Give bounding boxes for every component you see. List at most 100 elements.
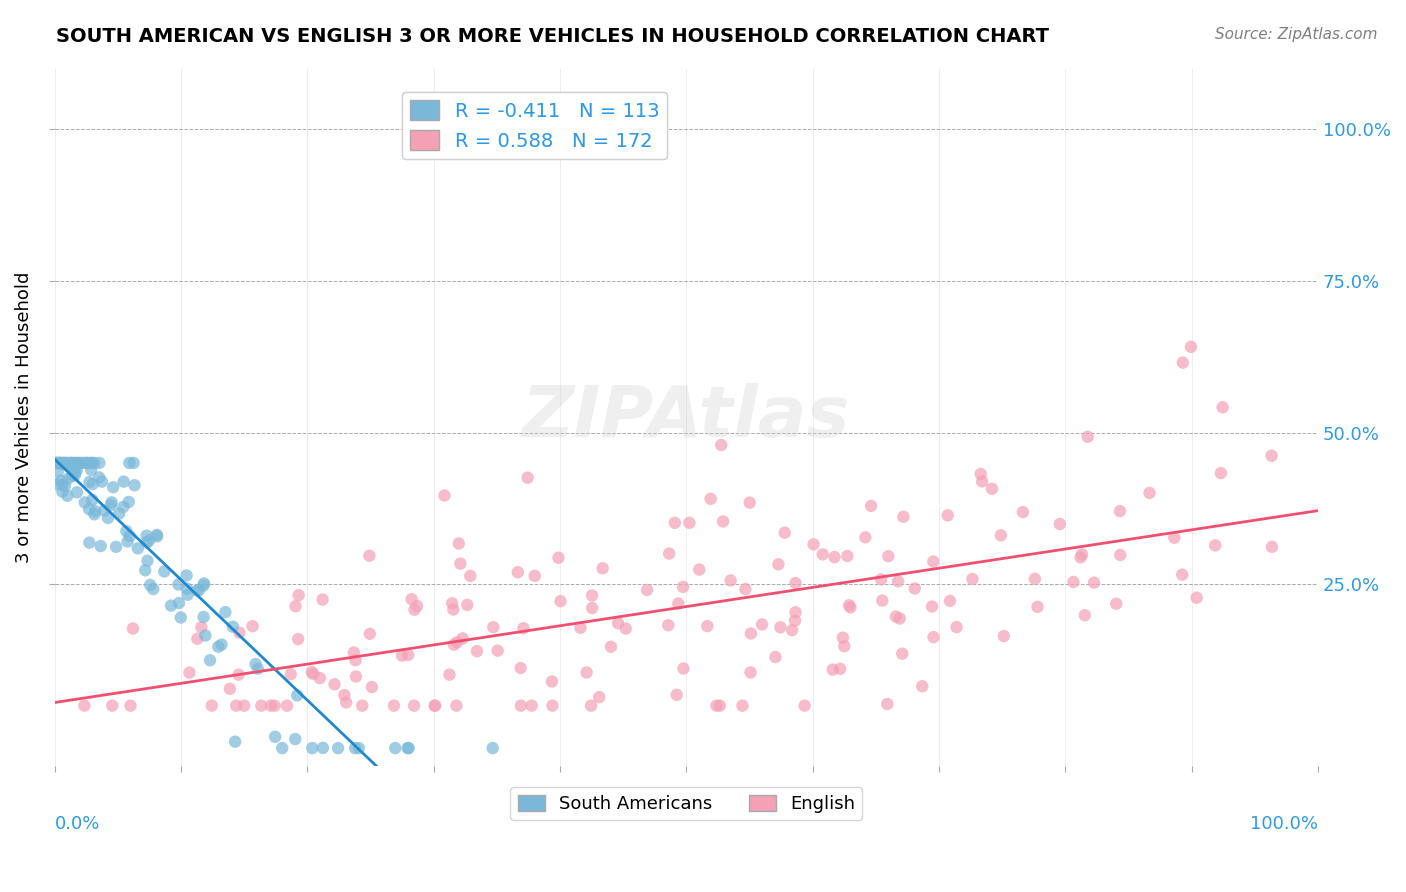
Point	[260, 698, 283, 713]
Point	[506, 566, 529, 580]
Point	[887, 574, 910, 589]
Point	[401, 592, 423, 607]
Point	[360, 680, 382, 694]
Point	[828, 662, 851, 676]
Point	[118, 529, 141, 543]
Point	[46, 456, 69, 470]
Point	[382, 698, 405, 713]
Point	[838, 599, 860, 613]
Point	[666, 597, 689, 611]
Point	[308, 671, 330, 685]
Point	[136, 554, 159, 568]
Point	[60, 456, 83, 470]
Point	[225, 698, 247, 713]
Point	[481, 741, 503, 756]
Point	[550, 594, 572, 608]
Point	[672, 661, 695, 675]
Point	[63, 468, 86, 483]
Point	[904, 582, 927, 596]
Point	[271, 741, 294, 756]
Text: ZIPAtlas: ZIPAtlas	[522, 383, 851, 452]
Point	[1171, 356, 1194, 370]
Point	[1180, 340, 1202, 354]
Point	[832, 631, 855, 645]
Point	[396, 741, 419, 756]
Point	[211, 638, 233, 652]
Point	[51, 457, 73, 471]
Point	[301, 741, 323, 756]
Point	[1163, 531, 1185, 545]
Point	[186, 583, 208, 598]
Text: 100.0%: 100.0%	[1250, 815, 1319, 833]
Point	[48, 456, 70, 470]
Point	[60, 468, 83, 483]
Point	[664, 516, 686, 530]
Point	[60, 456, 83, 470]
Point	[391, 648, 413, 663]
Point	[516, 471, 538, 485]
Point	[441, 596, 464, 610]
Point	[101, 480, 124, 494]
Point	[458, 569, 481, 583]
Point	[1212, 401, 1234, 415]
Point	[233, 698, 256, 713]
Point	[922, 630, 945, 644]
Point	[65, 463, 87, 477]
Point	[860, 499, 883, 513]
Point	[824, 550, 846, 565]
Point	[323, 677, 346, 691]
Point	[76, 456, 98, 470]
Text: SOUTH AMERICAN VS ENGLISH 3 OR MORE VEHICLES IN HOUSEHOLD CORRELATION CHART: SOUTH AMERICAN VS ENGLISH 3 OR MORE VEHI…	[56, 27, 1049, 45]
Point	[696, 619, 718, 633]
Point	[101, 698, 124, 713]
Point	[600, 640, 623, 654]
Point	[876, 697, 898, 711]
Point	[344, 653, 367, 667]
Point	[785, 576, 807, 591]
Point	[1139, 486, 1161, 500]
Point	[112, 500, 135, 514]
Point	[384, 741, 406, 756]
Point	[194, 628, 217, 642]
Point	[138, 533, 160, 548]
Point	[142, 582, 165, 596]
Point	[122, 456, 145, 470]
Point	[122, 622, 145, 636]
Point	[734, 582, 756, 596]
Point	[284, 599, 307, 614]
Point	[80, 463, 103, 477]
Point	[52, 456, 75, 470]
Point	[80, 456, 103, 470]
Point	[581, 601, 603, 615]
Point	[82, 477, 104, 491]
Point	[509, 698, 531, 713]
Point	[592, 561, 614, 575]
Point	[245, 657, 267, 671]
Point	[1209, 466, 1232, 480]
Point	[547, 550, 569, 565]
Point	[246, 662, 269, 676]
Point	[67, 456, 90, 470]
Point	[198, 653, 221, 667]
Point	[433, 489, 456, 503]
Point	[77, 502, 100, 516]
Point	[222, 620, 245, 634]
Point	[1261, 540, 1284, 554]
Point	[731, 698, 754, 713]
Point	[280, 667, 302, 681]
Point	[665, 688, 688, 702]
Point	[740, 665, 762, 680]
Point	[569, 621, 592, 635]
Point	[398, 741, 420, 756]
Point	[588, 690, 610, 705]
Point	[63, 456, 86, 470]
Point	[853, 530, 876, 544]
Point	[1026, 599, 1049, 614]
Point	[100, 498, 122, 512]
Point	[82, 492, 104, 507]
Point	[301, 665, 323, 679]
Point	[773, 525, 796, 540]
Point	[82, 456, 104, 470]
Point	[803, 537, 825, 551]
Point	[284, 732, 307, 747]
